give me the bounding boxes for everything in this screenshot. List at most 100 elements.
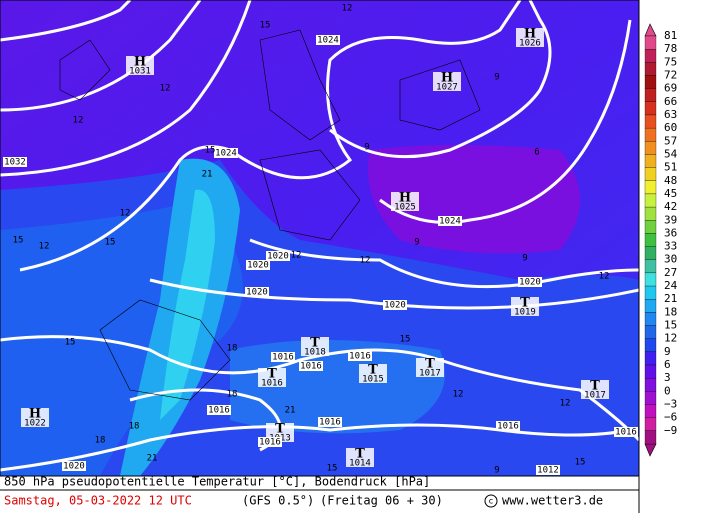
isobar-label-box (438, 216, 462, 226)
colorbar-label: 21 (664, 292, 677, 305)
center-symbol: H (134, 55, 146, 70)
isobar-label-box (246, 260, 270, 270)
colorbar-arrow (644, 443, 657, 457)
colorbar-swatch (644, 430, 657, 445)
center-box (391, 192, 419, 211)
colorbar-swatch (644, 62, 657, 76)
colorbar-label: 60 (664, 121, 677, 134)
colorbar-swatch (644, 351, 657, 366)
temperature-label: 9 (364, 143, 369, 153)
colorbar-label: 54 (664, 147, 678, 160)
colorbar-label: 57 (664, 134, 677, 147)
colorbar-swatch (644, 220, 657, 234)
colorbar-label: 9 (664, 345, 671, 358)
colorbar-swatch (644, 88, 657, 102)
temperature-label: 21 (285, 406, 296, 416)
isobar-label: 1024 (317, 36, 339, 46)
temperature-label: 15 (13, 236, 24, 246)
temperature-label: 9 (522, 254, 527, 264)
colorbar-swatch (644, 246, 657, 260)
isobar-label-box (266, 251, 290, 261)
isobar-label: 1016 (349, 352, 371, 362)
center-box (346, 448, 374, 467)
center-box (359, 364, 387, 383)
temperature-label: 21 (147, 454, 158, 464)
colorbar-label: 18 (664, 305, 677, 318)
center-symbol: T (267, 367, 277, 382)
isobar-label: 1020 (519, 278, 541, 288)
temperature-label: 12 (342, 4, 353, 14)
footer-run: (Freitag 06 + 30) (320, 494, 443, 508)
temperature-label: 9 (494, 73, 499, 83)
colorbar-swatch (644, 141, 657, 155)
isobar-label: 1016 (259, 438, 281, 448)
isobar-label-box (207, 405, 231, 415)
temperature-label: 18 (227, 344, 238, 354)
temperature-label: 12 (560, 399, 571, 409)
footer-date: Samstag, 05-03-2022 12 UTC (4, 494, 192, 508)
center-pressure: 1031 (129, 67, 151, 77)
footer-model: (GFS 0.5°) (242, 494, 314, 508)
footer-title: 850 hPa pseudopotentielle Temperatur [°C… (4, 475, 430, 489)
center-pressure: 1014 (349, 459, 371, 469)
isobar-label-box (245, 287, 269, 297)
colorbar-swatch (644, 285, 657, 300)
isobar-label-box (383, 300, 407, 310)
center-symbol: T (590, 379, 600, 394)
isobar-label-box (62, 461, 86, 471)
colorbar-swatch (644, 101, 657, 116)
colorbar-swatch (644, 417, 657, 431)
colorbar-swatch (644, 312, 657, 326)
colorbar-swatch (644, 338, 657, 353)
center-pressure: 1016 (261, 379, 283, 389)
temperature-label: 12 (39, 242, 50, 252)
center-pressure: 1017 (419, 369, 441, 379)
colorbar-label: 69 (664, 82, 677, 95)
center-symbol: H (524, 27, 536, 42)
center-symbol: H (441, 71, 453, 86)
colorbar-swatch (644, 193, 657, 208)
temperature-label: 12 (120, 209, 131, 219)
colorbar-swatch (644, 167, 657, 181)
colorbar-label: 15 (664, 319, 677, 332)
copyright-icon: c (489, 497, 493, 506)
colorbar-label: 12 (664, 332, 677, 345)
temperature-label: 12 (599, 272, 610, 282)
center-pressure: 1027 (436, 83, 458, 93)
temperature-label: 15 (260, 21, 271, 31)
colorbar-label: 39 (664, 213, 677, 226)
center-box (511, 297, 539, 316)
temperature-label: 15 (327, 464, 338, 474)
isobar-label: 1020 (246, 288, 268, 298)
copyright-icon (484, 494, 498, 508)
colorbar-swatch (644, 127, 657, 142)
footer-site[interactable]: www.wetter3.de (502, 494, 603, 508)
colorbar-swatch (644, 180, 657, 195)
isobar-label: 1032 (4, 158, 26, 168)
colorbar-label: 0 (664, 384, 671, 397)
map-frame (0, 0, 640, 477)
temperature-label: 12 (453, 390, 464, 400)
center-box (416, 358, 444, 377)
colorbar-swatch (644, 404, 657, 418)
temperature-label: 18 (227, 390, 238, 400)
center-symbol: T (355, 447, 365, 462)
temperature-label: 6 (534, 148, 539, 158)
temperature-label: 12 (291, 251, 302, 261)
colorbar-swatch (644, 206, 657, 221)
center-pressure: 1026 (519, 39, 541, 49)
isobar-label: 1020 (267, 252, 289, 262)
isobar-label-box (271, 352, 295, 362)
colorbar-label: 24 (664, 279, 678, 292)
colorbar-label: 51 (664, 161, 677, 174)
temperature-label: 15 (105, 238, 116, 248)
colorbar-label: 66 (664, 95, 677, 108)
center-box (581, 380, 609, 399)
center-symbol: H (29, 407, 41, 422)
colorbar-swatch (644, 35, 657, 50)
isobar-label: 1024 (439, 217, 461, 227)
colorbar-label: 48 (664, 174, 677, 187)
temperature-label: 12 (73, 116, 84, 126)
colorbar-label: 81 (664, 29, 677, 42)
